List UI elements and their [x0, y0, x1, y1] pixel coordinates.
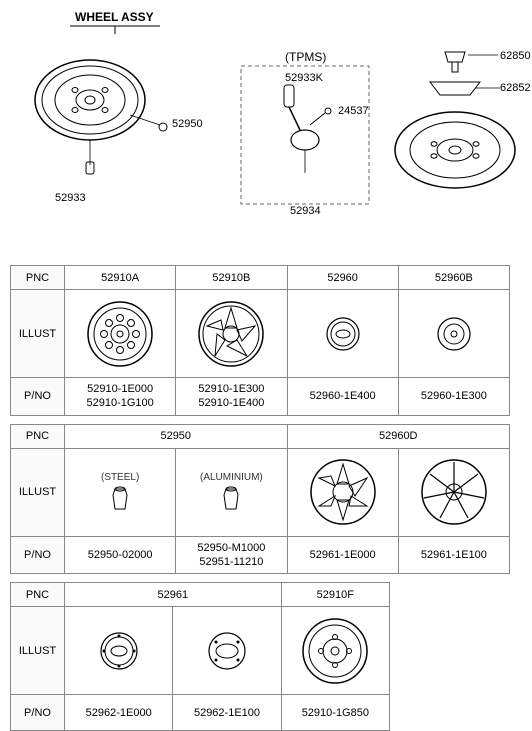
t3-illust-1	[173, 607, 281, 695]
lugnut-alu-icon	[218, 483, 244, 513]
parts-table-3: PNC 52961 52910F ILLUST	[10, 582, 390, 731]
wheel-assy-title: WHEEL ASSY	[75, 10, 154, 24]
header-pnc-3: PNC	[11, 583, 65, 607]
header-pno-2: P/NO	[11, 536, 65, 574]
t2-illust-0: (STEEL)	[65, 448, 176, 536]
header-pno: P/NO	[11, 378, 65, 416]
t3-illust-0	[65, 607, 173, 695]
t2-illust-3	[398, 448, 509, 536]
cap-logo-icon	[97, 629, 141, 673]
t2-pno-3: 52961-1E100	[398, 536, 509, 574]
label-52933k: 52933K	[285, 72, 323, 84]
tpms-title: (TPMS)	[285, 50, 326, 64]
cap-plain-icon	[434, 314, 474, 354]
t2-pno-0: 52950-02000	[65, 536, 176, 574]
parts-table-2: PNC 52950 52960D ILLUST (STEEL) (ALUMINI…	[10, 424, 510, 575]
lugnut-icon	[107, 483, 133, 513]
t2-illust-1: (ALUMINIUM)	[176, 448, 287, 536]
t3-pnc-g2: 52910F	[281, 583, 389, 607]
note-steel: (STEEL)	[71, 472, 169, 483]
t3-pno-1: 52962-1E100	[173, 695, 281, 731]
t1-pno-0: 52910-1E000 52910-1G100	[65, 378, 176, 416]
t3-pnc-g1: 52961	[65, 583, 282, 607]
steel-wheel-icon	[84, 298, 156, 370]
alloy-wheel-icon	[195, 298, 267, 370]
header-pnc-2: PNC	[11, 424, 65, 448]
t1-pnc-2: 52960	[287, 266, 398, 290]
header-illust: ILLUST	[11, 290, 65, 378]
t1-illust-3	[398, 290, 509, 378]
label-52950: 52950	[172, 118, 203, 130]
t2-pno-2: 52961-1E000	[287, 536, 398, 574]
header-pnc: PNC	[11, 266, 65, 290]
t3-pno-2: 52910-1G850	[281, 695, 389, 731]
t2-pnc-g1: 52950	[65, 424, 288, 448]
t1-pno-1: 52910-1E300 52910-1E400	[176, 378, 287, 416]
t2-illust-2	[287, 448, 398, 536]
cover-7spoke-icon	[418, 456, 490, 528]
tpms-box	[240, 65, 370, 205]
spare-tire-icon	[390, 40, 530, 220]
header-illust-2: ILLUST	[11, 448, 65, 536]
title-underline	[70, 24, 160, 34]
wheel-assy-icon	[30, 40, 180, 180]
t1-illust-2	[287, 290, 398, 378]
t1-illust-1	[176, 290, 287, 378]
t1-pno-3: 52960-1E300	[398, 378, 509, 416]
t2-pnc-g2: 52960D	[287, 424, 510, 448]
t1-pnc-1: 52910B	[176, 266, 287, 290]
cover-6spoke-icon	[307, 456, 379, 528]
t2-pno-1: 52950-M1000 52951-11210	[176, 536, 287, 574]
cap-oval-icon	[205, 629, 249, 673]
steel-wheel-4hole-icon	[299, 615, 371, 687]
header-illust-3: ILLUST	[11, 607, 65, 695]
t1-pnc-0: 52910A	[65, 266, 176, 290]
t1-pno-2: 52960-1E400	[287, 378, 398, 416]
t3-pno-0: 52962-1E000	[65, 695, 173, 731]
t1-pnc-3: 52960B	[398, 266, 509, 290]
diagram-area: WHEEL ASSY 52950 52933 (TPMS) 52933K	[10, 10, 522, 265]
label-62850: 62850	[500, 50, 531, 62]
label-52934: 52934	[290, 205, 321, 217]
label-52933: 52933	[55, 192, 86, 204]
label-62852: 62852	[500, 82, 531, 94]
t1-illust-0	[65, 290, 176, 378]
cap-icon	[323, 314, 363, 354]
header-pno-3: P/NO	[11, 695, 65, 731]
t3-illust-2	[281, 607, 389, 695]
parts-table-1: PNC 52910A 52910B 52960 52960B ILLUST	[10, 265, 510, 416]
label-24537: 24537	[338, 105, 369, 117]
note-aluminium: (ALUMINIUM)	[182, 472, 280, 483]
